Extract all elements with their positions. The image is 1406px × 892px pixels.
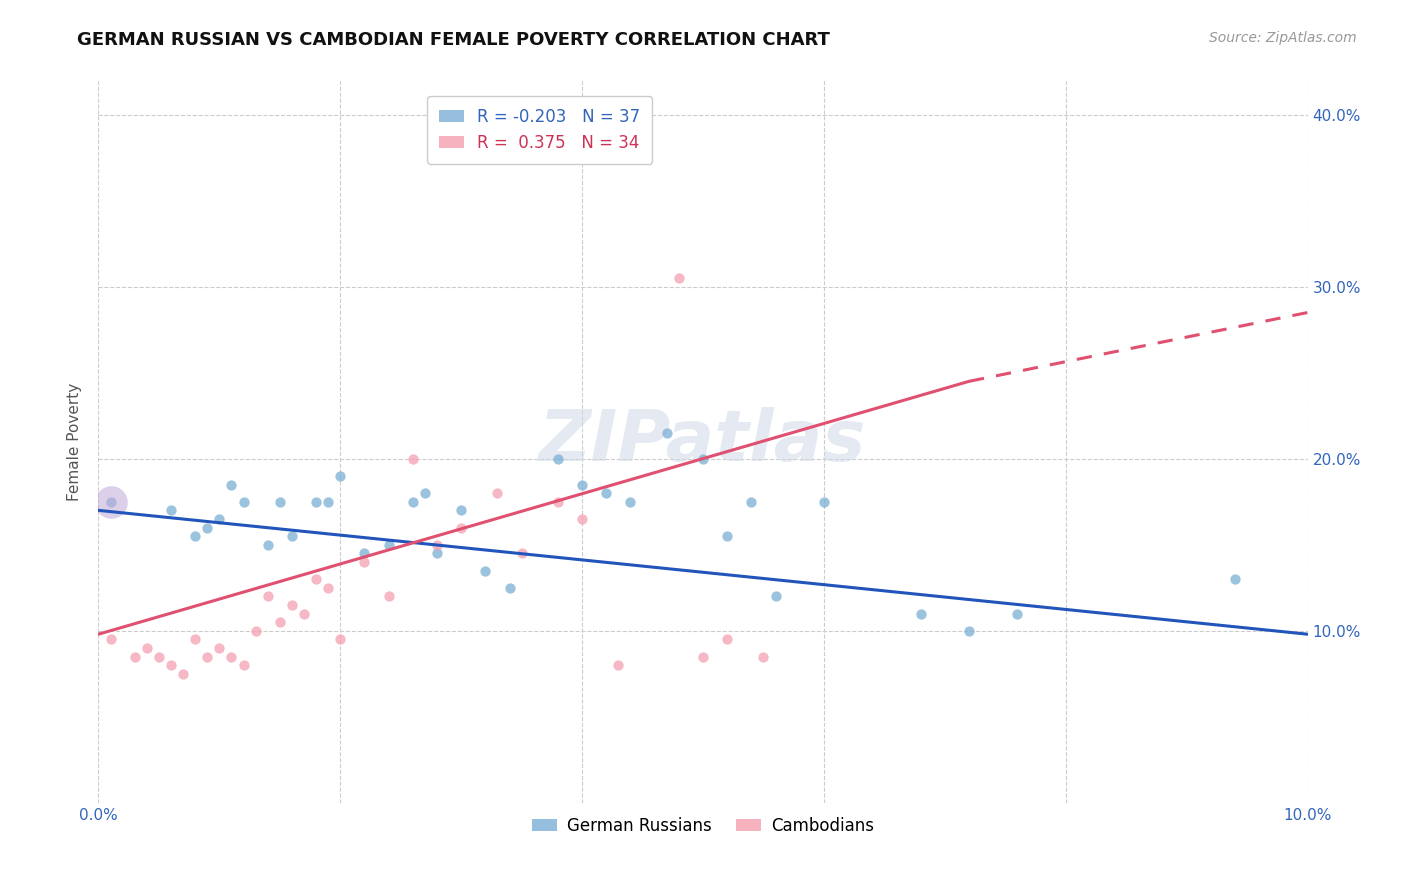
- Point: [413, 486, 436, 500]
- Point: [595, 486, 617, 500]
- Point: [450, 520, 472, 534]
- Point: [765, 590, 787, 604]
- Point: [910, 607, 932, 621]
- Point: [692, 649, 714, 664]
- Point: [716, 632, 738, 647]
- Point: [281, 598, 304, 612]
- Point: [100, 632, 122, 647]
- Point: [571, 512, 593, 526]
- Point: [221, 649, 243, 664]
- Point: [402, 451, 425, 466]
- Point: [281, 529, 304, 543]
- Legend: German Russians, Cambodians: German Russians, Cambodians: [524, 810, 882, 841]
- Point: [353, 546, 375, 560]
- Y-axis label: Female Poverty: Female Poverty: [67, 383, 83, 500]
- Point: [1007, 607, 1029, 621]
- Point: [474, 564, 496, 578]
- Point: [100, 494, 122, 508]
- Point: [547, 494, 569, 508]
- Point: [353, 555, 375, 569]
- Point: [655, 425, 678, 440]
- Point: [426, 133, 449, 147]
- Point: [148, 649, 170, 664]
- Point: [740, 494, 762, 508]
- Point: [607, 658, 630, 673]
- Point: [716, 529, 738, 543]
- Point: [305, 572, 328, 586]
- Point: [402, 494, 425, 508]
- Point: [305, 494, 328, 508]
- Point: [124, 649, 146, 664]
- Point: [208, 640, 231, 655]
- Point: [232, 494, 254, 508]
- Point: [100, 494, 122, 508]
- Point: [377, 590, 399, 604]
- Point: [256, 538, 278, 552]
- Point: [184, 632, 207, 647]
- Point: [547, 451, 569, 466]
- Point: [208, 512, 231, 526]
- Point: [316, 581, 339, 595]
- Point: [329, 469, 352, 483]
- Text: ZIPatlas: ZIPatlas: [540, 407, 866, 476]
- Point: [160, 503, 183, 517]
- Point: [221, 477, 243, 491]
- Point: [571, 477, 593, 491]
- Point: [498, 581, 520, 595]
- Point: [172, 666, 194, 681]
- Point: [426, 546, 449, 560]
- Point: [377, 538, 399, 552]
- Point: [135, 640, 157, 655]
- Point: [256, 590, 278, 604]
- Point: [269, 615, 291, 630]
- Point: [195, 520, 218, 534]
- Point: [316, 494, 339, 508]
- Point: [329, 632, 352, 647]
- Point: [1223, 572, 1246, 586]
- Text: GERMAN RUSSIAN VS CAMBODIAN FEMALE POVERTY CORRELATION CHART: GERMAN RUSSIAN VS CAMBODIAN FEMALE POVER…: [77, 31, 830, 49]
- Point: [269, 494, 291, 508]
- Point: [184, 529, 207, 543]
- Point: [426, 538, 449, 552]
- Point: [292, 607, 315, 621]
- Point: [160, 658, 183, 673]
- Point: [668, 271, 690, 285]
- Point: [813, 494, 835, 508]
- Point: [245, 624, 267, 638]
- Point: [486, 486, 509, 500]
- Point: [619, 494, 641, 508]
- Point: [957, 624, 980, 638]
- Point: [510, 546, 533, 560]
- Point: [450, 503, 472, 517]
- Point: [195, 649, 218, 664]
- Point: [752, 649, 775, 664]
- Point: [232, 658, 254, 673]
- Text: Source: ZipAtlas.com: Source: ZipAtlas.com: [1209, 31, 1357, 45]
- Point: [692, 451, 714, 466]
